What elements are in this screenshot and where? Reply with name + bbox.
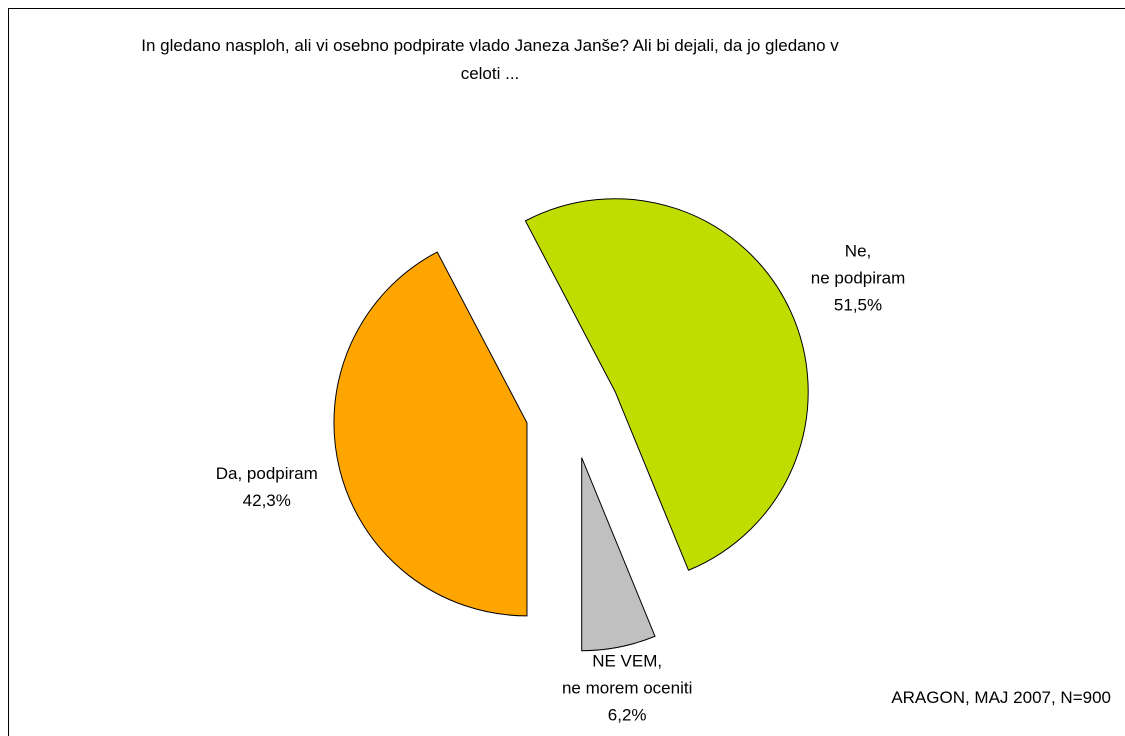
slice-category: Da, podpiram [215,464,318,484]
slice-label: Da, podpiram 42,3% [216,460,318,514]
slice-value: 51,5% [833,295,883,315]
slice-category: Ne, ne podpiram [810,241,906,288]
slice-label: Ne, ne podpiram 51,5% [811,238,906,319]
chart-title: In gledano nasploh, ali vi osebno podpir… [141,36,839,83]
slice-value: 42,3% [242,491,291,511]
pie-slice [581,457,656,652]
slice-value: 6,2% [607,705,647,725]
slice-category: NE VEM, ne morem oceniti [561,651,693,698]
pie-slice [524,198,809,571]
slice-label: NE VEM, ne morem oceniti 6,2% [562,648,692,729]
pie-slice [333,251,528,617]
chart-frame [8,8,1125,736]
source-note: ARAGON, MAJ 2007, N=900 [891,688,1111,707]
